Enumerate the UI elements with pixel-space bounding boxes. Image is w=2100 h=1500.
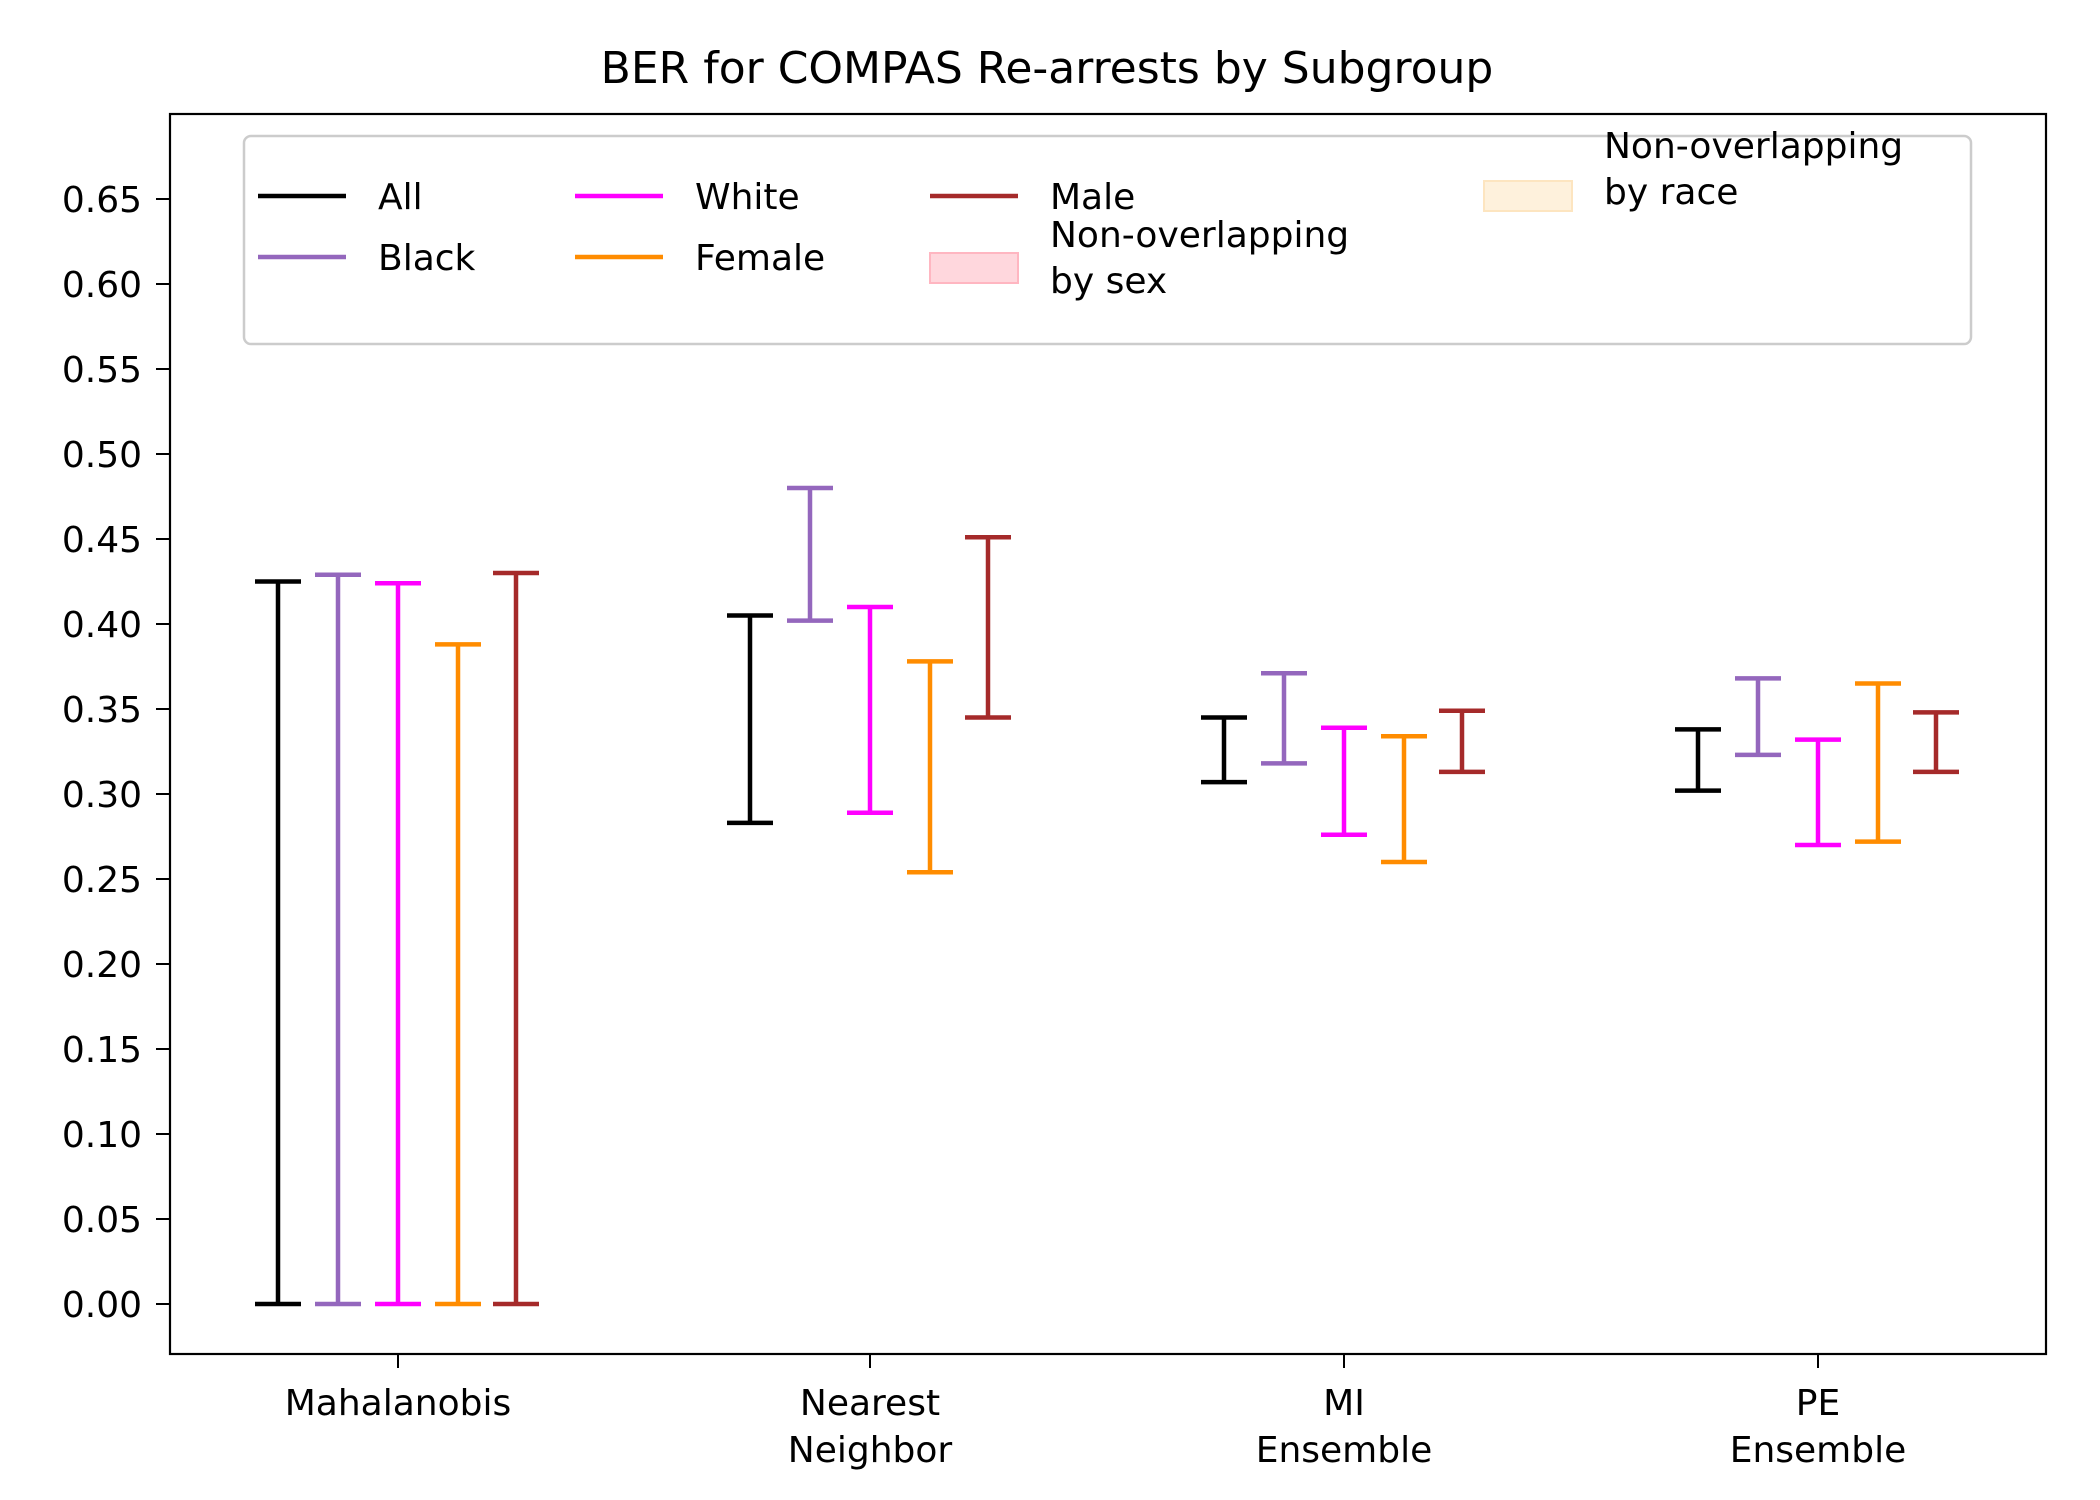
plot-frame <box>168 112 2048 1356</box>
errorbar-black <box>1261 671 1307 766</box>
y-tick-label: 0.05 <box>62 1200 142 1241</box>
errorbar-white <box>847 604 893 815</box>
y-tick-label: 0.15 <box>62 1030 142 1071</box>
chart-title: BER for COMPAS Re-arrests by Subgroup <box>601 43 1494 94</box>
legend-patch-label-race: Non-overlapping by race <box>1604 126 1903 213</box>
errorbar-black <box>1735 676 1781 758</box>
errorbar-male <box>1439 708 1485 775</box>
errorbar-all <box>255 579 301 1307</box>
y-tick-label: 0.10 <box>62 1115 142 1156</box>
legend-patch-race <box>1483 180 1573 212</box>
x-tick-label: Nearest Neighbor <box>788 1383 953 1471</box>
errorbar-white <box>1795 737 1841 848</box>
y-tick-label: 0.35 <box>62 690 142 731</box>
errorbar-female <box>1381 733 1427 865</box>
errorbar-black <box>787 485 833 623</box>
errorbar-male <box>965 535 1011 720</box>
y-tick-label: 0.65 <box>62 180 142 221</box>
legend-label-all: All <box>378 177 423 218</box>
y-tick-label: 0.45 <box>62 520 142 561</box>
errorbar-white <box>1321 725 1367 838</box>
y-tick-label: 0.60 <box>62 265 142 306</box>
errorbar-white <box>375 580 421 1307</box>
errorbar-male <box>1913 710 1959 775</box>
errorbar-all <box>727 613 773 826</box>
errorbar-male <box>493 570 539 1307</box>
y-tick-label: 0.20 <box>62 945 142 986</box>
x-tick-label: PE Ensemble <box>1730 1383 1907 1471</box>
y-tick-label: 0.00 <box>62 1285 142 1326</box>
y-tick-label: 0.55 <box>62 350 142 391</box>
legend-label-white: White <box>695 177 800 218</box>
x-tick-label: Mahalanobis <box>285 1383 512 1424</box>
errorbar-female <box>435 642 481 1307</box>
legend-patch-sex <box>929 252 1019 284</box>
legend-label-female: Female <box>695 238 825 279</box>
y-tick-label: 0.50 <box>62 435 142 476</box>
legend-label-black: Black <box>378 238 476 279</box>
legend-label-male: Male <box>1050 177 1135 218</box>
y-tick-label: 0.25 <box>62 860 142 901</box>
errorbar-all <box>1675 727 1721 793</box>
x-tick-label: MI Ensemble <box>1256 1383 1433 1471</box>
errorbar-all <box>1201 715 1247 785</box>
y-tick-label: 0.40 <box>62 605 142 646</box>
errorbar-female <box>907 659 953 875</box>
legend-patch-label-sex: Non-overlapping by sex <box>1050 215 1349 302</box>
plot-area <box>255 485 1959 1307</box>
y-tick-label: 0.30 <box>62 775 142 816</box>
errorbar-black <box>315 572 361 1307</box>
errorbar-female <box>1855 681 1901 844</box>
